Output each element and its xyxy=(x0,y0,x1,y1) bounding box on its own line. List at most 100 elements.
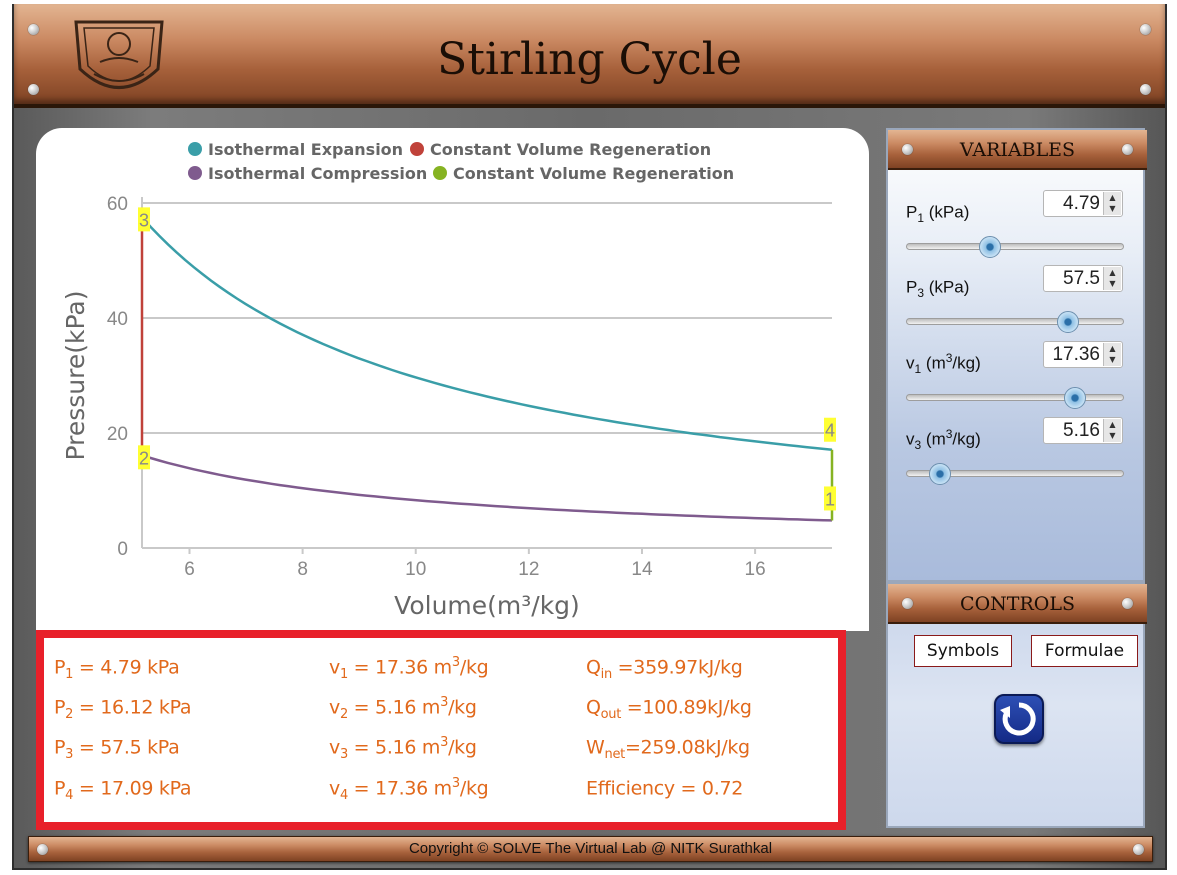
x-tick-label: 12 xyxy=(518,559,539,580)
state-point-marker xyxy=(138,445,150,470)
result-value: P1 = 4.79 kPa xyxy=(54,656,180,683)
legend-entry: Isothermal Expansion xyxy=(208,140,403,159)
formulae-button[interactable]: Formulae xyxy=(1031,635,1138,667)
rivet-icon xyxy=(1122,144,1133,155)
variable-slider[interactable] xyxy=(906,311,1124,333)
result-value: Wnet=259.08kJ/kg xyxy=(586,736,750,763)
nitk-logo-icon xyxy=(74,20,164,89)
variable-slider[interactable] xyxy=(906,463,1124,485)
y-tick-label: 60 xyxy=(107,194,128,215)
series-line xyxy=(141,216,833,451)
state-point-label: 1 xyxy=(825,489,835,509)
result-value: Qout =100.89kJ/kg xyxy=(586,696,752,723)
rivet-icon xyxy=(902,144,913,155)
x-tick-label: 6 xyxy=(184,559,195,580)
copyright-text: Copyright © SOLVE The Virtual Lab @ NITK… xyxy=(408,840,773,857)
legend-entry: Constant Volume Regeneration xyxy=(430,140,711,159)
state-point-marker xyxy=(824,486,836,511)
spin-up-icon[interactable]: ▲ xyxy=(1109,268,1116,277)
slider-handle[interactable] xyxy=(928,463,951,485)
result-value: P3 = 57.5 kPa xyxy=(54,736,180,763)
rivet-icon xyxy=(1140,84,1151,95)
header-bar: Stirling Cycle xyxy=(14,4,1165,108)
controls-title: CONTROLS xyxy=(960,593,1075,615)
variable-label: v3 (m3/kg) xyxy=(906,427,981,453)
variable-label: v1 (m3/kg) xyxy=(906,351,981,377)
variable-label: P1 (kPa) xyxy=(906,202,970,226)
rivet-icon xyxy=(902,598,913,609)
variable-spinbox[interactable]: 17.36 ▲ ▼ xyxy=(1043,341,1123,368)
y-tick-label: 0 xyxy=(117,539,128,560)
spin-up-icon[interactable]: ▲ xyxy=(1109,344,1116,353)
spin-up-icon[interactable]: ▲ xyxy=(1109,193,1116,202)
symbols-button[interactable]: Symbols xyxy=(914,635,1012,667)
spin-down-icon[interactable]: ▼ xyxy=(1109,355,1116,364)
legend-entry: Isothermal Compression xyxy=(208,164,427,183)
reset-icon xyxy=(1000,702,1036,736)
controls-panel: CONTROLS Symbols Formulae xyxy=(886,582,1147,828)
result-value: v2 = 5.16 m3/kg xyxy=(329,695,477,723)
variable-value[interactable]: 4.79 xyxy=(1063,193,1100,214)
result-value: v3 = 5.16 m3/kg xyxy=(329,735,477,763)
controls-header: CONTROLS xyxy=(888,584,1147,624)
rivet-icon xyxy=(1133,844,1144,855)
variable-spinbox[interactable]: 5.16 ▲ ▼ xyxy=(1043,417,1123,444)
result-value: v1 = 17.36 m3/kg xyxy=(329,655,489,683)
slider-handle[interactable] xyxy=(1063,387,1086,409)
spin-down-icon[interactable]: ▼ xyxy=(1109,431,1116,440)
rivet-icon xyxy=(28,84,39,95)
legend-marker xyxy=(188,166,202,180)
spin-down-icon[interactable]: ▼ xyxy=(1109,204,1116,213)
page-title: Stirling Cycle xyxy=(437,34,742,85)
state-point-label: 4 xyxy=(825,421,835,441)
variable-value[interactable]: 17.36 xyxy=(1052,344,1100,365)
y-tick-label: 40 xyxy=(107,309,128,330)
variable-value[interactable]: 57.5 xyxy=(1063,268,1100,289)
variables-title: VARIABLES xyxy=(959,139,1076,161)
x-tick-label: 8 xyxy=(297,559,308,580)
spin-up-icon[interactable]: ▲ xyxy=(1109,420,1116,429)
results-panel: P1 = 4.79 kPa P2 = 16.12 kPa P3 = 57.5 kPa… xyxy=(36,630,846,830)
variable-spinbox[interactable]: 57.5 ▲ ▼ xyxy=(1043,265,1123,292)
variable-value[interactable]: 5.16 xyxy=(1063,420,1100,441)
slider-handle[interactable] xyxy=(1057,311,1080,333)
spinner-buttons[interactable]: ▲ ▼ xyxy=(1103,419,1121,442)
reset-button[interactable] xyxy=(994,694,1044,744)
state-point-marker xyxy=(824,417,836,442)
y-tick-label: 20 xyxy=(107,424,128,445)
series-line xyxy=(141,454,833,522)
y-axis-label: Pressure(kPa) xyxy=(61,290,90,460)
state-point-label: 3 xyxy=(139,210,149,230)
state-point-label: 2 xyxy=(139,448,149,468)
slider-handle[interactable] xyxy=(978,236,1001,258)
variables-header: VARIABLES xyxy=(888,130,1147,170)
result-value: Qin =359.97kJ/kg xyxy=(586,656,743,683)
legend-marker xyxy=(410,142,424,156)
variable-label: P3 (kPa) xyxy=(906,277,970,301)
x-axis-label: Volume(m³/kg) xyxy=(394,591,580,620)
footer-bar: Copyright © SOLVE The Virtual Lab @ NITK… xyxy=(28,836,1153,862)
result-value: P4 = 17.09 kPa xyxy=(54,777,192,804)
variable-slider[interactable] xyxy=(906,387,1124,409)
legend-entry: Constant Volume Regeneration xyxy=(453,164,734,183)
result-value: v4 = 17.36 m3/kg xyxy=(329,776,489,804)
legend-marker xyxy=(433,166,447,180)
variable-slider[interactable] xyxy=(906,236,1124,258)
variable-spinbox[interactable]: 4.79 ▲ ▼ xyxy=(1043,190,1123,217)
legend-marker xyxy=(188,142,202,156)
spinner-buttons[interactable]: ▲ ▼ xyxy=(1103,267,1121,290)
rivet-icon xyxy=(1140,24,1151,35)
variables-panel: VARIABLES P1 (kPa) 4.79 ▲ ▼ P3 (kPa) 57.5 ▲ ▼ v1… xyxy=(886,128,1147,582)
spinner-buttons[interactable]: ▲ ▼ xyxy=(1103,192,1121,215)
chart-panel: 0 20 40 60 6 8 10 12 14 16 Volume(m³/kg) Pressure(k… xyxy=(36,128,869,631)
rivet-icon xyxy=(28,24,39,35)
x-tick-label: 14 xyxy=(631,559,653,580)
result-value: Efficiency = 0.72 xyxy=(586,777,744,800)
spin-down-icon[interactable]: ▼ xyxy=(1109,279,1116,288)
spinner-buttons[interactable]: ▲ ▼ xyxy=(1103,343,1121,366)
rivet-icon xyxy=(1122,598,1133,609)
x-tick-label: 10 xyxy=(405,559,426,580)
state-point-marker xyxy=(138,207,150,232)
x-tick-label: 16 xyxy=(745,559,766,580)
